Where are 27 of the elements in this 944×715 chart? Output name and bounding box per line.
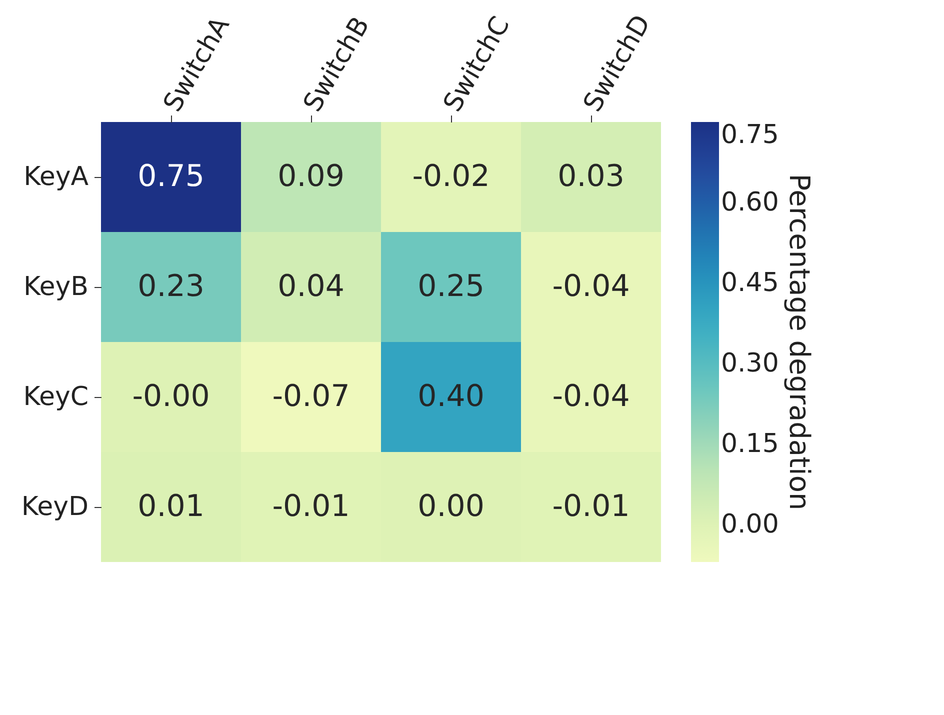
data-label: 0.09 <box>278 159 344 194</box>
data-label: -0.04 <box>552 379 630 414</box>
y-tick-label: KeyA <box>24 162 89 192</box>
y-tick-label: KeyB <box>24 272 88 302</box>
data-label: 0.04 <box>278 269 344 304</box>
data-label: 0.01 <box>138 489 204 524</box>
data-label: -0.07 <box>272 379 350 414</box>
color-bar-label: 0.00 <box>721 509 779 540</box>
data-label: -0.02 <box>412 159 490 194</box>
data-label: -0.04 <box>552 269 630 304</box>
data-label: 0.75 <box>138 159 204 194</box>
color-bar-label: 0.30 <box>721 348 779 378</box>
data-label: 0.23 <box>138 269 204 304</box>
data-label: -0.00 <box>132 379 210 414</box>
color-bar-label: 0.45 <box>721 268 779 298</box>
data-label: -0.01 <box>552 489 630 524</box>
data-label: 0.00 <box>418 489 484 524</box>
y-tick-label: KeyC <box>23 382 88 412</box>
color-bar-title: Percentage degradation <box>783 174 816 510</box>
color-bar-label: 0.15 <box>721 428 779 459</box>
data-label: 0.25 <box>418 269 484 304</box>
data-label: -0.01 <box>272 489 350 524</box>
color-bar-label: 0.60 <box>721 187 779 218</box>
data-label: 0.03 <box>558 159 624 194</box>
data-label: 0.40 <box>418 379 484 414</box>
y-tick-label: KeyD <box>21 492 88 522</box>
color-bar-label: 0.75 <box>721 120 779 150</box>
